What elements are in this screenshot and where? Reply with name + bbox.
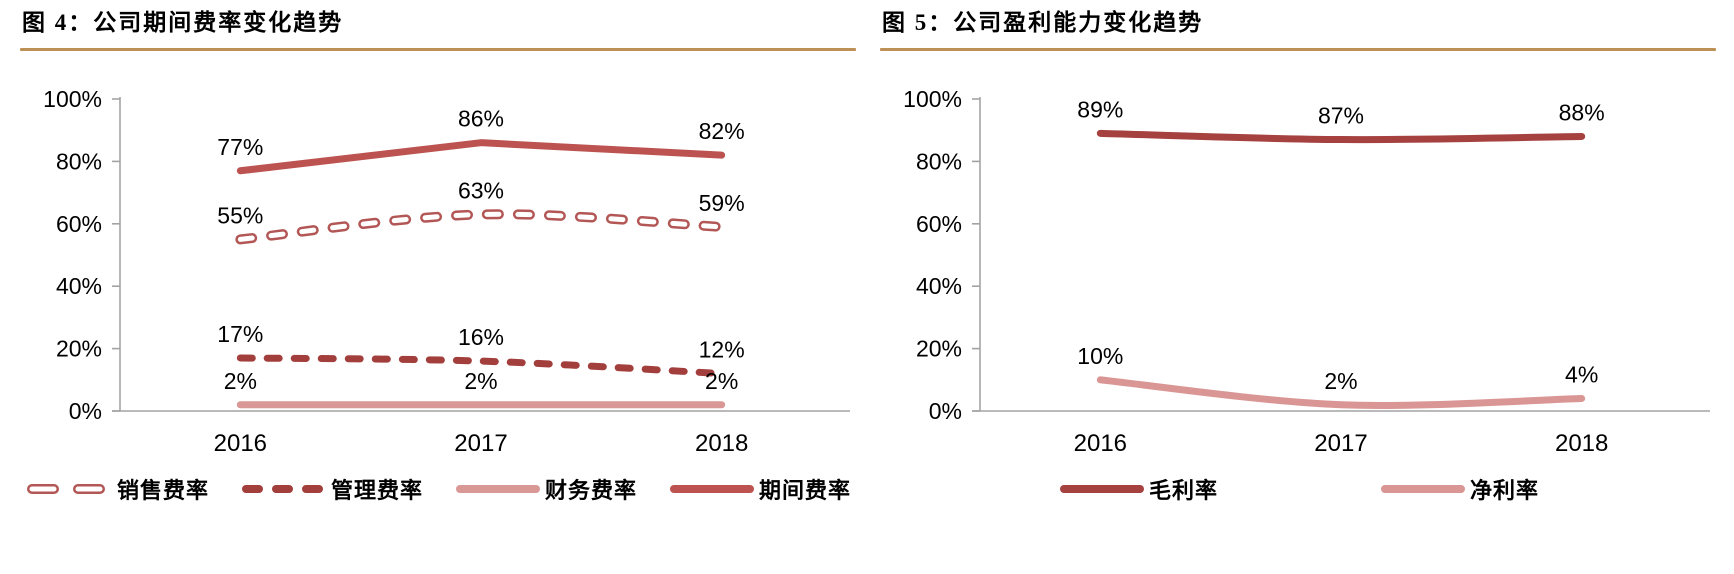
legend-swatch-icon xyxy=(1381,484,1465,493)
legend-item-0: 销售费率 xyxy=(25,473,209,505)
data-label: 12% xyxy=(699,336,745,362)
x-tick-label: 2016 xyxy=(214,430,267,457)
legend-label: 销售费率 xyxy=(116,477,209,503)
legend-swatch-icon xyxy=(1059,484,1144,493)
series-line-0 xyxy=(235,209,727,245)
data-label: 2% xyxy=(705,368,738,394)
legend-swatch-icon xyxy=(670,484,755,493)
series-line-1 xyxy=(236,354,726,377)
x-tick-label: 2017 xyxy=(1314,430,1367,457)
data-label: 2% xyxy=(224,368,257,394)
data-label: 87% xyxy=(1318,102,1364,128)
data-label: 82% xyxy=(699,118,745,144)
y-tick-label: 40% xyxy=(916,273,962,299)
title-underline xyxy=(880,47,1716,51)
x-tick-label: 2016 xyxy=(1074,430,1127,457)
data-label: 63% xyxy=(458,177,504,203)
title-underline xyxy=(20,47,856,51)
data-label: 10% xyxy=(1077,343,1123,369)
data-label: 59% xyxy=(699,190,745,216)
legend-label: 期间费率 xyxy=(759,477,852,503)
legend-item-0: 毛利率 xyxy=(1057,473,1218,505)
legend-label: 净利率 xyxy=(1470,477,1540,503)
data-label: 55% xyxy=(217,202,263,228)
line-chart-svg: 100% 80% 60% 40% 20% 0% 2016 2017 2018 55% 63% 59% 1… xyxy=(43,86,850,457)
line-chart: 100% 80% 60% 40% 20% 0% 2016 2017 2018 55% 63% 59% 1… xyxy=(20,59,856,459)
x-tick-label: 2018 xyxy=(1555,430,1608,457)
data-label: 2% xyxy=(1324,368,1357,394)
data-label: 86% xyxy=(458,106,504,132)
series-line-0 xyxy=(1096,129,1586,144)
series-line-3 xyxy=(236,139,726,175)
y-tick-label: 80% xyxy=(56,148,102,174)
y-tick-label: 100% xyxy=(903,86,962,112)
data-label: 89% xyxy=(1077,96,1123,122)
data-label: 4% xyxy=(1565,361,1598,387)
legend-item-1: 净利率 xyxy=(1378,473,1539,505)
y-tick-label: 20% xyxy=(916,335,962,361)
x-tick-label: 2017 xyxy=(454,430,507,457)
legend-swatch-icon xyxy=(26,483,113,494)
legend-label: 管理费率 xyxy=(330,477,423,503)
y-tick-label: 60% xyxy=(916,211,962,237)
chart-panel-fig4: 图 4：公司期间费率变化趋势 100% 80% 60% 40% 20% 0% 2016 201… xyxy=(20,6,856,574)
legend-item-2: 财务费率 xyxy=(453,473,637,505)
y-tick-label: 60% xyxy=(56,211,102,237)
legend-swatch-icon xyxy=(456,484,540,493)
y-tick-label: 0% xyxy=(929,398,962,424)
chart-panel-fig5: 图 5：公司盈利能力变化趋势 100% 80% 60% 40% 20% 0% 2016 201… xyxy=(880,6,1716,574)
chart-legend: 销售费率 管理费率 财务费率 期间费率 xyxy=(20,473,856,505)
y-tick-label: 100% xyxy=(43,86,102,112)
y-tick-label: 80% xyxy=(916,148,962,174)
legend-label: 财务费率 xyxy=(545,477,638,503)
legend-item-3: 期间费率 xyxy=(667,473,851,505)
data-label: 88% xyxy=(1559,99,1605,125)
y-tick-label: 40% xyxy=(56,273,102,299)
data-label: 2% xyxy=(464,368,497,394)
legend-label: 毛利率 xyxy=(1148,477,1218,503)
chart-legend: 毛利率 净利率 xyxy=(880,473,1716,505)
line-chart-svg: 100% 80% 60% 40% 20% 0% 2016 2017 2018 89% 87% 88% 1… xyxy=(903,86,1710,457)
data-label: 77% xyxy=(217,134,263,160)
y-tick-label: 0% xyxy=(69,398,102,424)
legend-item-1: 管理费率 xyxy=(239,473,423,505)
data-label: 16% xyxy=(458,324,504,350)
legend-swatch-icon xyxy=(241,484,326,493)
data-label: 17% xyxy=(217,321,263,347)
x-tick-label: 2018 xyxy=(695,430,748,457)
chart-title: 图 4：公司期间费率变化趋势 xyxy=(22,10,344,35)
chart-title: 图 5：公司盈利能力变化趋势 xyxy=(882,10,1204,35)
series-line-1 xyxy=(1096,376,1586,409)
line-chart: 100% 80% 60% 40% 20% 0% 2016 2017 2018 89% 87% 88% 1… xyxy=(880,59,1716,459)
y-tick-label: 20% xyxy=(56,335,102,361)
